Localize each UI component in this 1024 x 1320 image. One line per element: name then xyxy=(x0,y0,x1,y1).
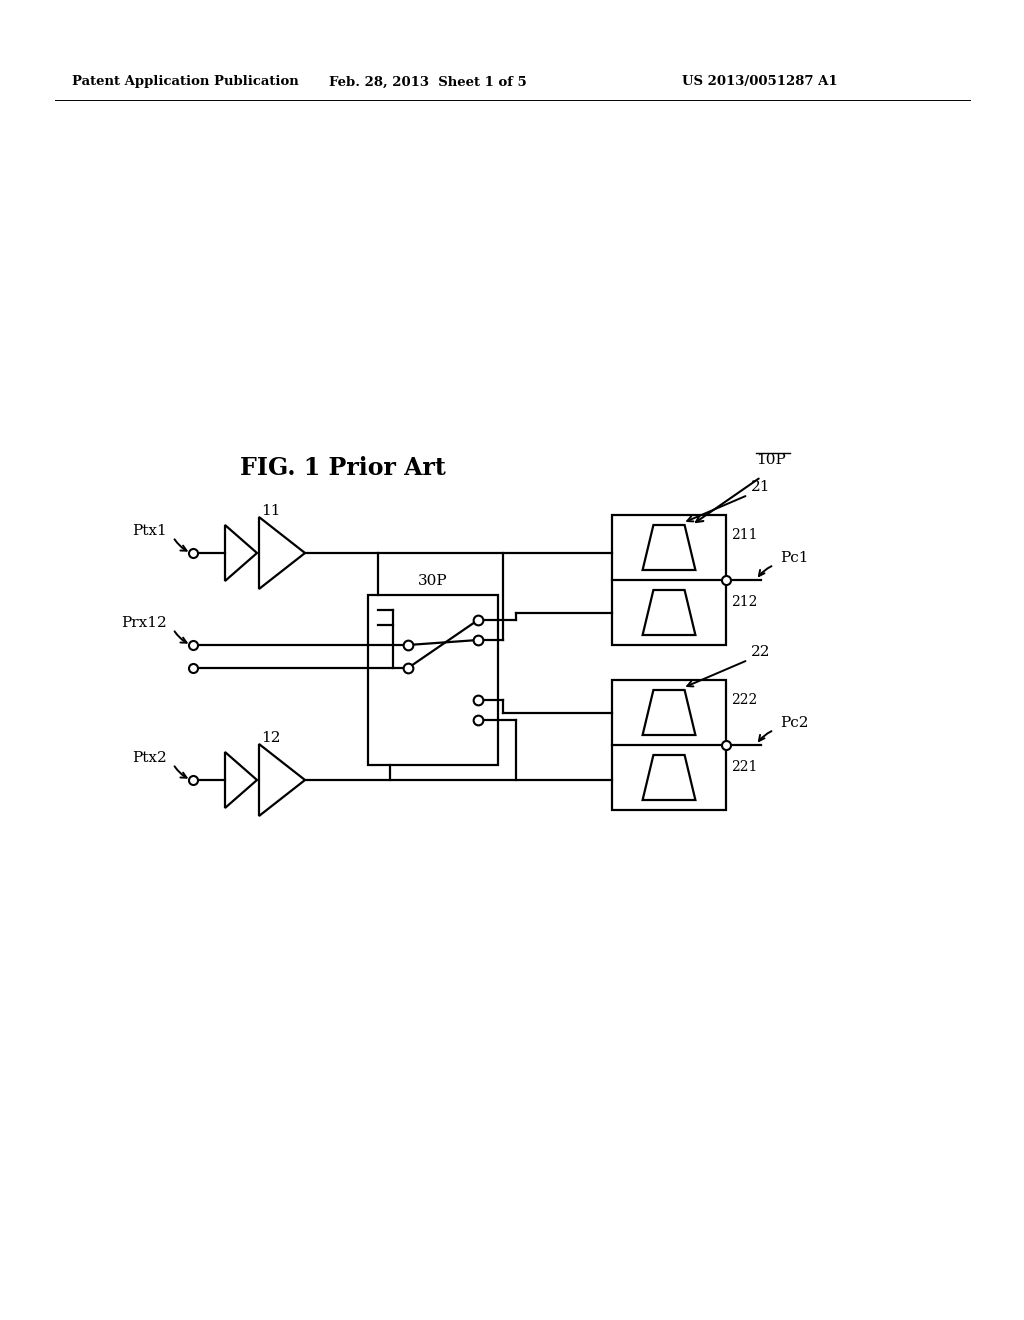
Bar xyxy=(612,515,726,645)
Text: Pc1: Pc1 xyxy=(780,550,809,565)
Text: Prx12: Prx12 xyxy=(121,616,167,630)
Text: 222: 222 xyxy=(731,693,758,708)
Text: 10P: 10P xyxy=(756,453,785,467)
Text: FIG. 1 Prior Art: FIG. 1 Prior Art xyxy=(240,455,445,480)
Text: Patent Application Publication: Patent Application Publication xyxy=(72,75,299,88)
Text: Ptx2: Ptx2 xyxy=(132,751,167,766)
Text: Feb. 28, 2013  Sheet 1 of 5: Feb. 28, 2013 Sheet 1 of 5 xyxy=(329,75,527,88)
Bar xyxy=(368,595,498,766)
Text: 211: 211 xyxy=(731,528,758,543)
Text: 21: 21 xyxy=(751,480,770,494)
Text: 30P: 30P xyxy=(418,574,447,587)
Bar xyxy=(612,680,726,810)
Text: 212: 212 xyxy=(731,595,758,609)
Text: US 2013/0051287 A1: US 2013/0051287 A1 xyxy=(682,75,838,88)
Text: Pc2: Pc2 xyxy=(780,715,809,730)
Text: Ptx1: Ptx1 xyxy=(132,524,167,539)
Text: 11: 11 xyxy=(261,504,281,517)
Text: 22: 22 xyxy=(751,645,770,659)
Text: 221: 221 xyxy=(731,760,758,774)
Text: 12: 12 xyxy=(261,731,281,744)
